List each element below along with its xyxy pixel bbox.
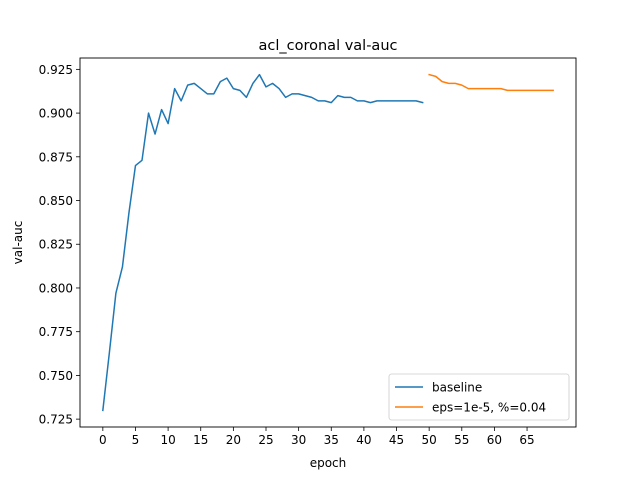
x-tick-label: 30 <box>291 433 306 447</box>
series-line-0 <box>102 73 424 412</box>
y-tick-label: 0.800 <box>39 281 73 295</box>
x-tick-label: 5 <box>132 433 140 447</box>
y-tick-label: 0.850 <box>39 194 73 208</box>
legend: baseline eps=1e-5, %=0.04 <box>388 373 570 421</box>
y-axis-ticks: 0.725 0.750 0.775 0.800 0.825 0.850 0.875 0.900… <box>39 63 80 427</box>
y-tick-label: 0.875 <box>39 150 73 164</box>
x-tick-label: 60 <box>487 433 502 447</box>
y-tick-label: 0.825 <box>39 238 73 252</box>
series-line-1 <box>428 73 554 92</box>
y-tick-label: 0.775 <box>39 325 73 339</box>
x-tick-label: 10 <box>160 433 175 447</box>
y-axis-label: val-auc <box>11 221 25 265</box>
series-layer <box>102 73 554 412</box>
y-tick-label: 0.725 <box>39 413 73 427</box>
plot-area-frame <box>79 57 577 428</box>
y-tick-label: 0.900 <box>39 107 73 121</box>
x-tick-label: 15 <box>193 433 208 447</box>
chart-title: acl_coronal val-auc <box>259 38 398 54</box>
x-tick-label: 35 <box>324 433 339 447</box>
x-axis-ticks: 0 5 10 15 20 25 30 35 40 45 50 55 60 65 <box>99 427 535 447</box>
x-tick-label: 65 <box>519 433 534 447</box>
x-tick-label: 20 <box>226 433 241 447</box>
x-tick-label: 40 <box>356 433 371 447</box>
x-tick-label: 0 <box>99 433 107 447</box>
x-tick-label: 50 <box>422 433 437 447</box>
x-axis-label: epoch <box>310 456 347 470</box>
x-tick-label: 25 <box>258 433 273 447</box>
legend-box <box>388 373 570 421</box>
y-tick-label: 0.750 <box>39 369 73 383</box>
x-tick-label: 45 <box>389 433 404 447</box>
legend-label-1: eps=1e-5, %=0.04 <box>432 401 546 415</box>
x-tick-label: 55 <box>454 433 469 447</box>
y-tick-label: 0.925 <box>39 63 73 77</box>
legend-label-0: baseline <box>432 381 482 395</box>
